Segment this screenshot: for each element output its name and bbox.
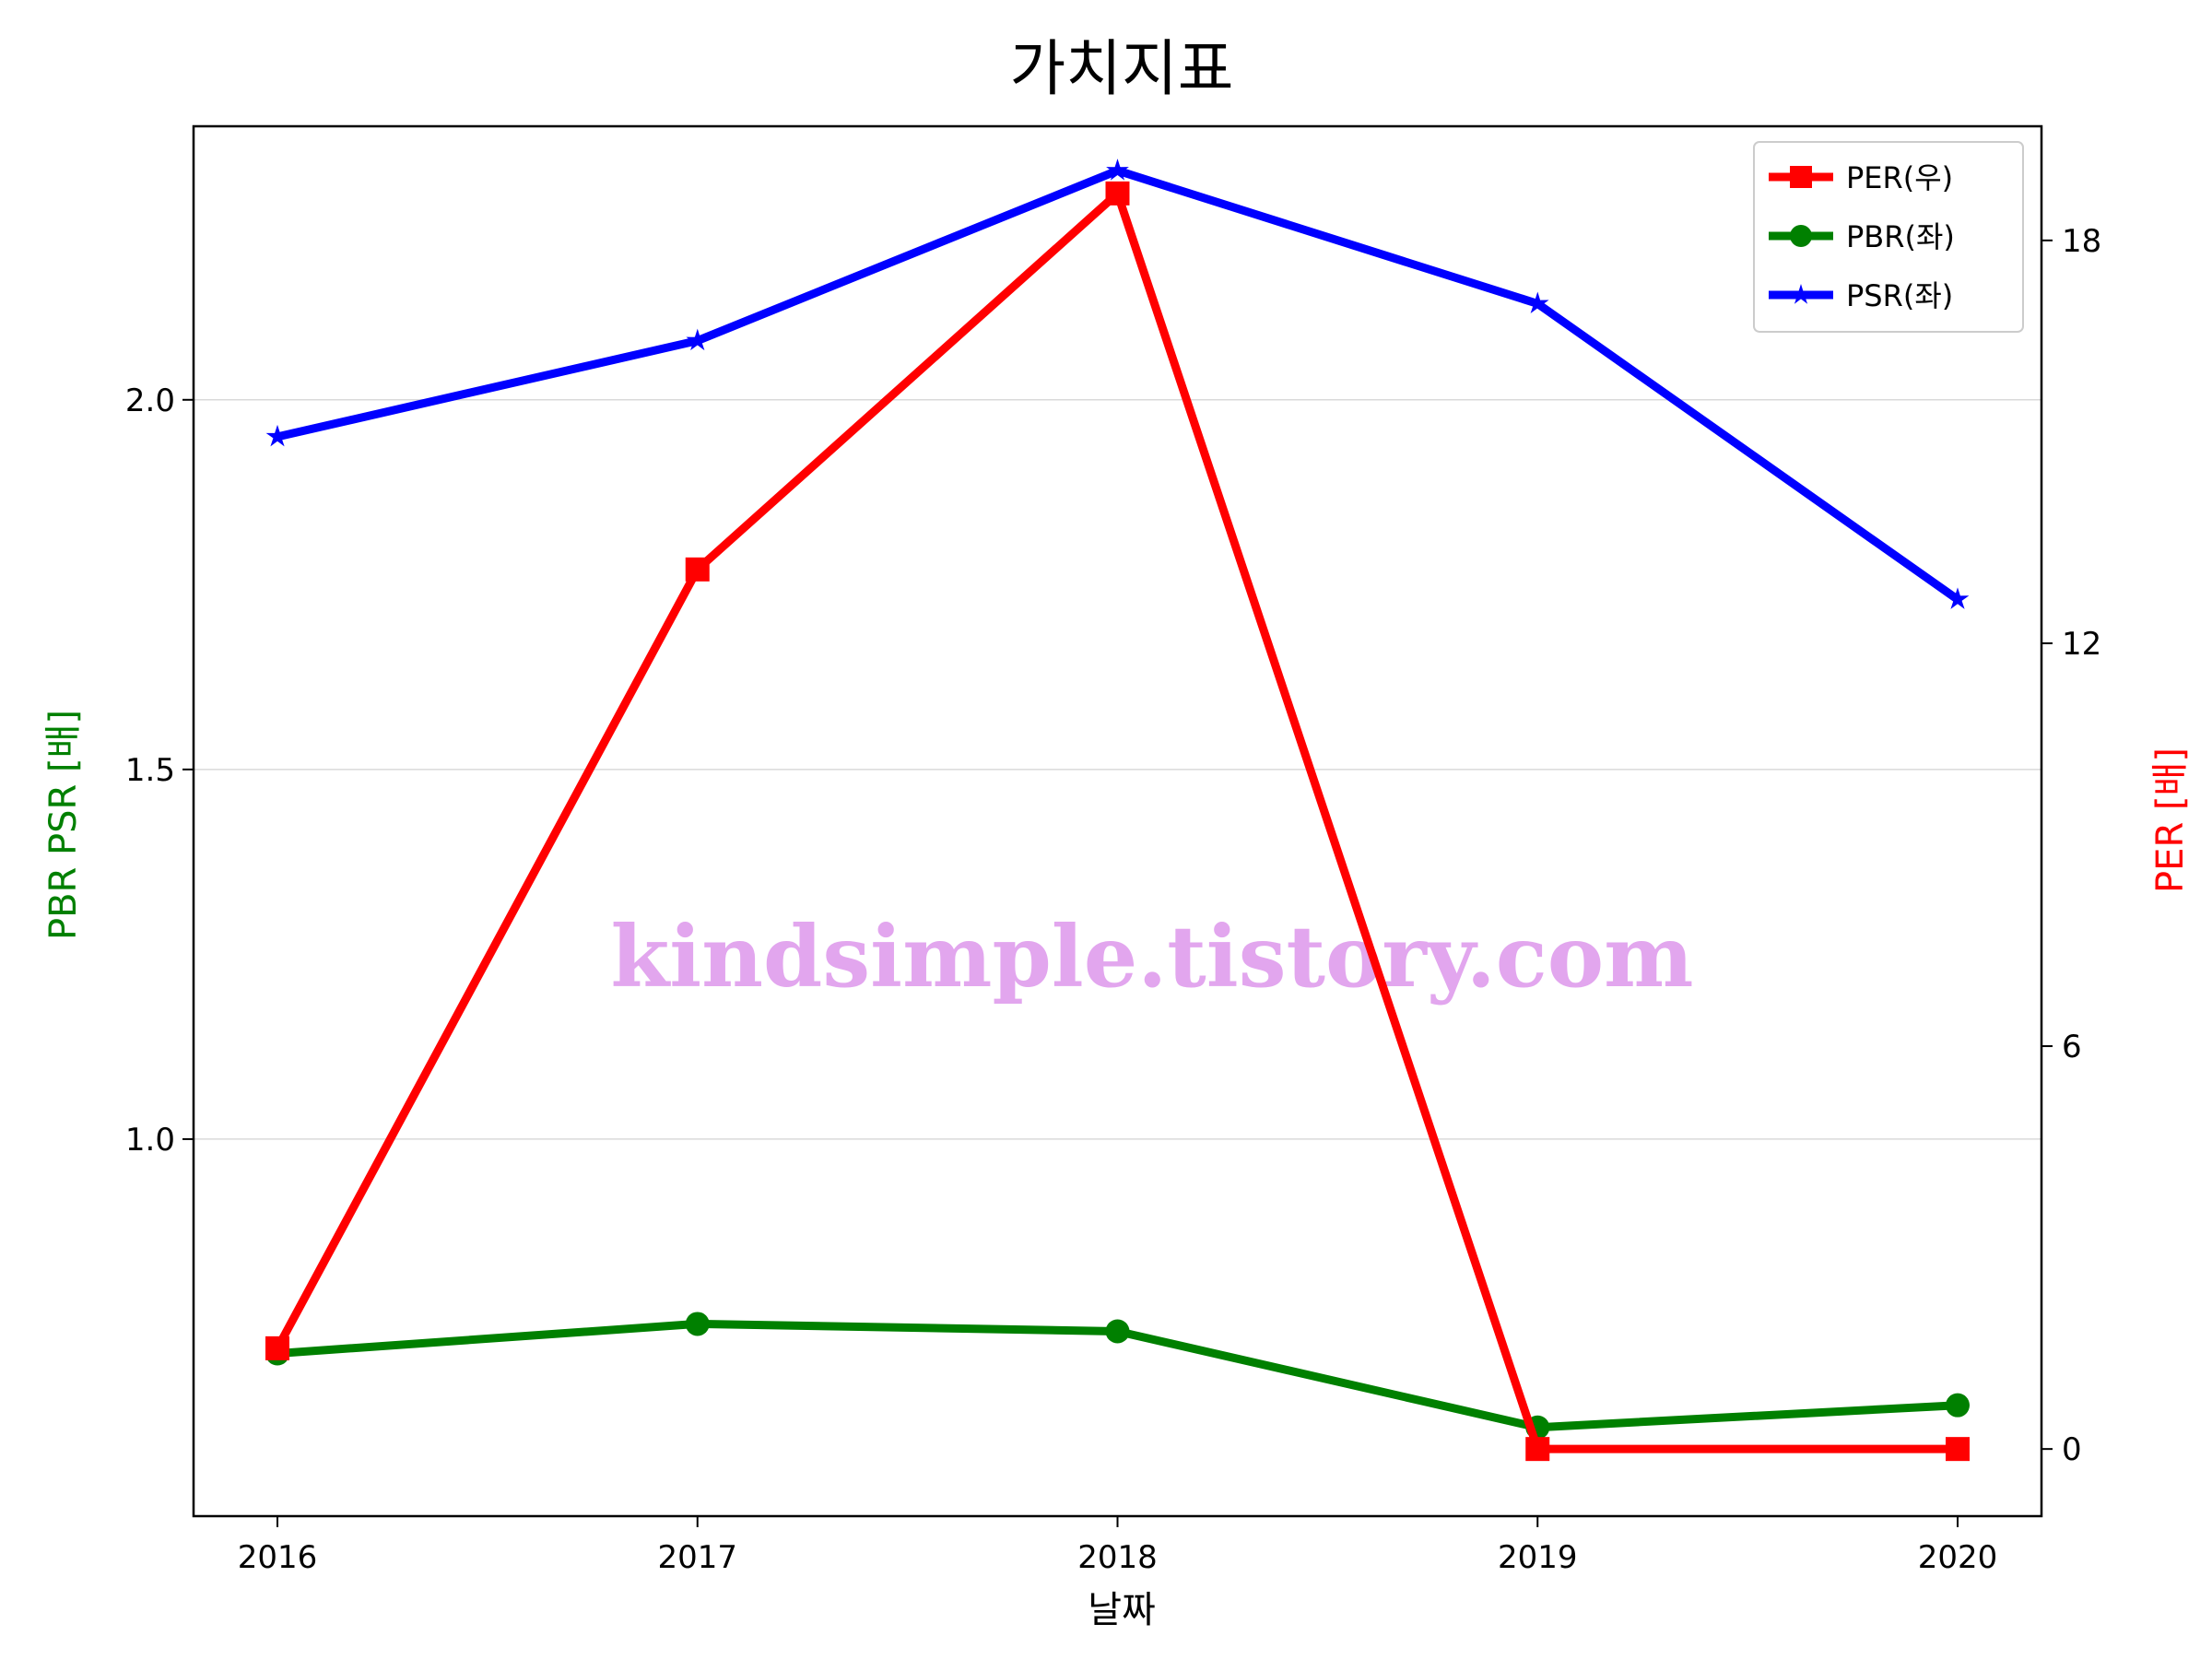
grid [194,399,2041,1140]
x-tick-label-3: 2019 [1498,1539,1578,1576]
x-tick-label-2: 2018 [1077,1539,1158,1576]
point-0-4 [1946,1437,1970,1462]
plot-frame [192,124,2043,1518]
legend-box [1753,141,2024,333]
legend-marker-2 [1790,284,1812,304]
point-0-0 [265,1335,289,1360]
x-tick-label-0: 2016 [238,1539,318,1576]
x-tick-label-1: 2017 [657,1539,737,1576]
point-1-2 [1105,1319,1130,1344]
right-tick-label-3: 18 [2062,223,2101,260]
right-tick-label-0: 0 [2062,1431,2082,1468]
left-tick-label-0: 1.0 [125,1122,175,1159]
right-tick-label-2: 12 [2062,626,2101,663]
right-tick-label-1: 6 [2062,1029,2082,1065]
x-axis-label: 날짜 [1088,1589,1156,1631]
left-y-axis-ticks: 1.0 1.5 2.0 [125,382,194,1159]
series-line-2 [273,166,1962,604]
legend: PER(우) PBR(좌) PSR(좌) [1753,141,2024,333]
series-0 [265,181,1970,1462]
legend-label-2: PSR(좌) [1846,278,1953,313]
left-tick-label-1: 1.5 [125,752,175,789]
point-0-2 [1105,181,1130,206]
point-2-0 [265,424,289,447]
point-1-1 [685,1312,710,1336]
point-2-3 [1525,291,1549,313]
chart-title: 가치지표 [1010,33,1234,104]
legend-label-1: PBR(좌) [1846,219,1955,254]
point-2-4 [1946,587,1970,609]
point-0-1 [685,557,710,582]
point-1-4 [1946,1393,1970,1418]
point-2-1 [686,328,710,351]
legend-label-0: PER(우) [1846,160,1953,195]
series-2 [265,159,1970,609]
left-y-axis-label: PBR PSR [배] [42,710,85,940]
left-tick-label-2: 2.0 [125,382,175,419]
right-y-axis-label: PER [배] [2149,747,2192,893]
legend-marker-0 [1790,166,1812,188]
right-y-axis-ticks: 0 6 12 18 [2041,223,2101,1468]
watermark: kindsimple.tistory.com [610,907,1693,1006]
series-1 [265,1312,1970,1440]
x-axis-ticks: 2016 2017 2018 2019 2020 [238,1516,1998,1576]
x-tick-label-4: 2020 [1918,1539,1998,1576]
legend-marker-1 [1790,225,1812,247]
series-layer [265,159,1970,1462]
point-0-3 [1525,1437,1550,1462]
point-2-2 [1106,159,1129,181]
